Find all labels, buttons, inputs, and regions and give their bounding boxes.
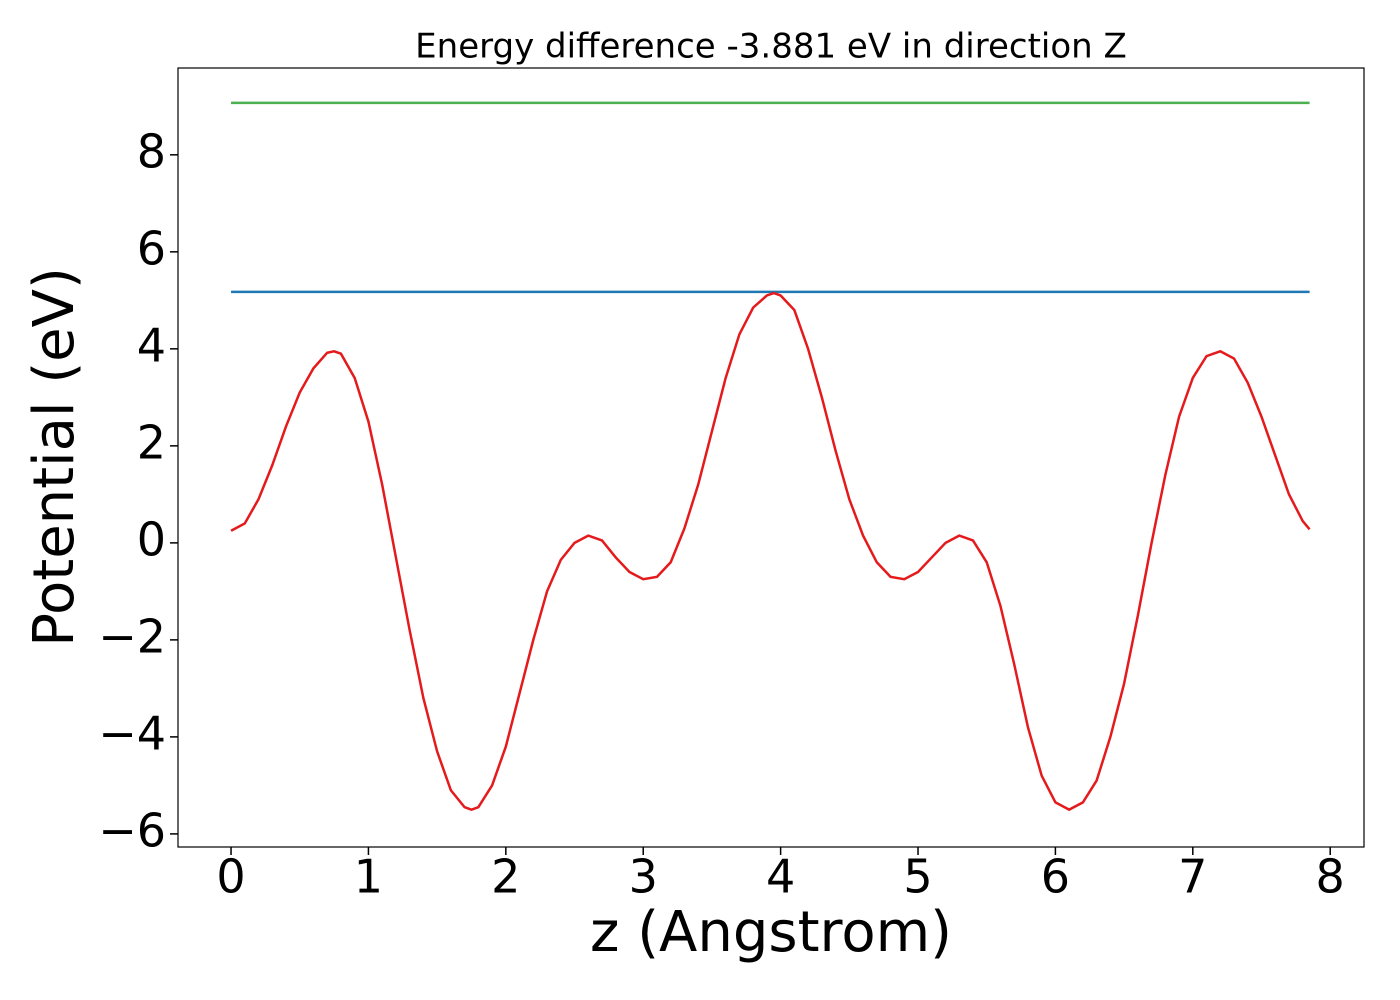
chart-title: Energy difference -3.881 eV in direction…: [415, 27, 1127, 67]
x-tick-label: 0: [216, 850, 245, 904]
x-tick-label: 5: [903, 850, 932, 904]
x-tick-label: 1: [354, 850, 383, 904]
x-tick-label: 6: [1041, 850, 1070, 904]
x-tick-label: 2: [491, 850, 520, 904]
y-tick-label: −6: [98, 803, 166, 857]
y-tick-label: 8: [137, 124, 166, 178]
y-tick-label: −4: [98, 706, 166, 760]
x-tick-label: 7: [1178, 850, 1207, 904]
y-tick-label: 6: [137, 221, 166, 275]
plot-frame: [177, 67, 1365, 848]
line-series: [230, 291, 1311, 812]
x-axis-label: z (Angstrom): [590, 900, 952, 965]
x-tick-label: 3: [629, 850, 658, 904]
y-tick-label: 2: [137, 415, 166, 469]
y-axis-label: Potential (eV): [22, 267, 87, 647]
x-tick-label: 8: [1316, 850, 1345, 904]
x-tick-label: 4: [766, 850, 795, 904]
y-tick-label: −2: [98, 609, 166, 663]
y-tick-label: 4: [137, 318, 166, 372]
y-tick-label: 0: [137, 512, 166, 566]
